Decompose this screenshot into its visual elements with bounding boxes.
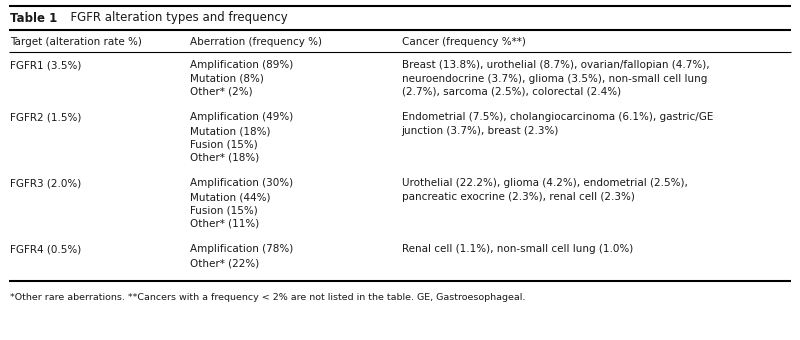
Text: Other* (22%): Other* (22%) [190, 258, 260, 268]
Text: Amplification (30%): Amplification (30%) [190, 178, 294, 188]
Text: Endometrial (7.5%), cholangiocarcinoma (6.1%), gastric/GE: Endometrial (7.5%), cholangiocarcinoma (… [402, 113, 713, 122]
Text: Amplification (49%): Amplification (49%) [190, 113, 294, 122]
Text: Renal cell (1.1%), non-small cell lung (1.0%): Renal cell (1.1%), non-small cell lung (… [402, 244, 633, 255]
Text: (2.7%), sarcoma (2.5%), colorectal (2.4%): (2.7%), sarcoma (2.5%), colorectal (2.4%… [402, 87, 621, 97]
Text: Fusion (15%): Fusion (15%) [190, 205, 258, 216]
Text: Urothelial (22.2%), glioma (4.2%), endometrial (2.5%),: Urothelial (22.2%), glioma (4.2%), endom… [402, 178, 687, 188]
Text: *Other rare aberrations. **Cancers with a frequency < 2% are not listed in the t: *Other rare aberrations. **Cancers with … [10, 292, 525, 302]
Text: Mutation (18%): Mutation (18%) [190, 126, 271, 136]
Text: Other* (18%): Other* (18%) [190, 153, 260, 163]
Text: FGFR alteration types and frequency: FGFR alteration types and frequency [63, 12, 288, 24]
Text: neuroendocrine (3.7%), glioma (3.5%), non-small cell lung: neuroendocrine (3.7%), glioma (3.5%), no… [402, 73, 707, 84]
Text: FGFR3 (2.0%): FGFR3 (2.0%) [10, 178, 81, 188]
Text: Breast (13.8%), urothelial (8.7%), ovarian/fallopian (4.7%),: Breast (13.8%), urothelial (8.7%), ovari… [402, 60, 710, 70]
Text: Mutation (8%): Mutation (8%) [190, 73, 264, 84]
Text: Aberration (frequency %): Aberration (frequency %) [190, 37, 322, 47]
Text: Other* (2%): Other* (2%) [190, 87, 253, 97]
Text: Cancer (frequency %**): Cancer (frequency %**) [402, 37, 526, 47]
Text: pancreatic exocrine (2.3%), renal cell (2.3%): pancreatic exocrine (2.3%), renal cell (… [402, 192, 634, 202]
Text: Table 1: Table 1 [10, 12, 57, 24]
Text: Amplification (78%): Amplification (78%) [190, 244, 294, 255]
Text: Fusion (15%): Fusion (15%) [190, 139, 258, 150]
Text: junction (3.7%), breast (2.3%): junction (3.7%), breast (2.3%) [402, 126, 559, 136]
Text: FGFR1 (3.5%): FGFR1 (3.5%) [10, 60, 81, 70]
Text: Target (alteration rate %): Target (alteration rate %) [10, 37, 142, 47]
Text: Other* (11%): Other* (11%) [190, 219, 260, 229]
Text: Mutation (44%): Mutation (44%) [190, 192, 271, 202]
Text: FGFR2 (1.5%): FGFR2 (1.5%) [10, 113, 81, 122]
Text: Amplification (89%): Amplification (89%) [190, 60, 294, 70]
Text: FGFR4 (0.5%): FGFR4 (0.5%) [10, 244, 81, 255]
